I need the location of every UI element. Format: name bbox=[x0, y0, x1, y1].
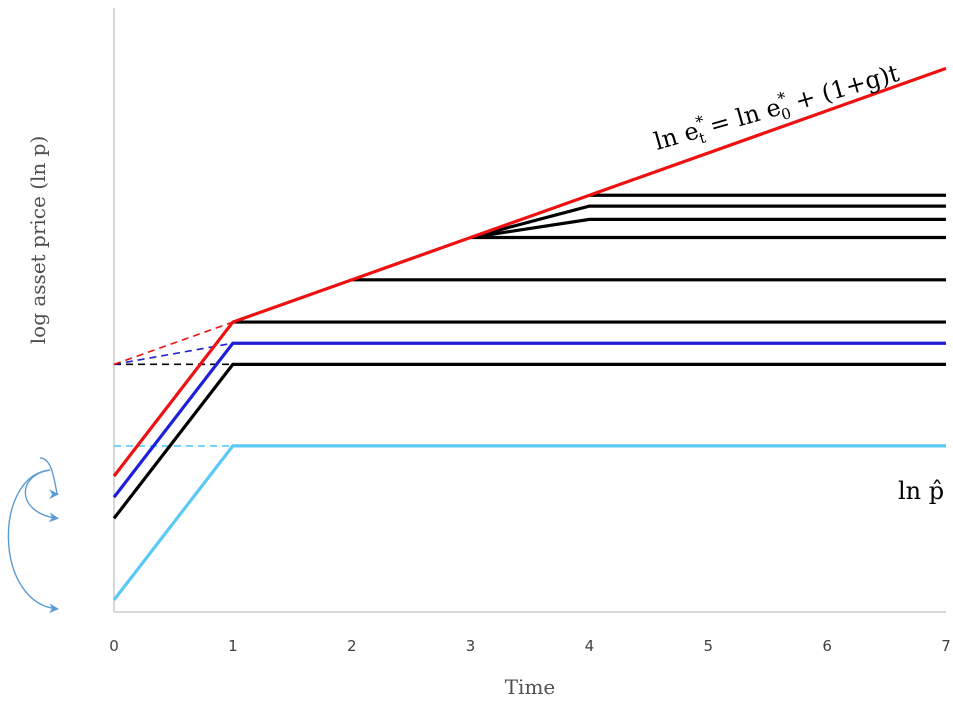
series-line-black-10 bbox=[470, 204, 946, 240]
x-tick-labels: 0 1 2 3 4 5 6 7 bbox=[109, 637, 951, 655]
red-line-label: ln e*t = ln e*0 + (1+g)t bbox=[650, 56, 904, 160]
series-line-red-0 bbox=[112, 66, 947, 478]
x-tick-label-1: 1 bbox=[228, 637, 238, 655]
x-tick-label-5: 5 bbox=[704, 637, 714, 655]
x-tick-label-7: 7 bbox=[941, 637, 951, 655]
series-line-black-4 bbox=[112, 362, 946, 520]
x-tick-label-0: 0 bbox=[109, 637, 119, 655]
x-tick-label-6: 6 bbox=[822, 637, 832, 655]
shift-arrow-1 bbox=[7, 469, 59, 614]
phat-label: ln p̂ bbox=[898, 477, 944, 505]
x-tick-label-2: 2 bbox=[347, 637, 357, 655]
series-line-blue-2 bbox=[112, 341, 946, 499]
x-tick-label-4: 4 bbox=[585, 637, 595, 655]
series-line-light_blue-12 bbox=[112, 444, 946, 601]
series-line-black-9 bbox=[470, 217, 946, 240]
series-line-red-dashed-1 bbox=[113, 321, 234, 366]
y-axis-title: log asset price (ln p) bbox=[26, 136, 50, 344]
x-axis-title: Time bbox=[505, 675, 556, 699]
shift-arrow-top bbox=[39, 457, 59, 500]
x-tick-label-3: 3 bbox=[466, 637, 476, 655]
shift-arrows bbox=[7, 457, 59, 614]
series-layer bbox=[112, 66, 947, 601]
